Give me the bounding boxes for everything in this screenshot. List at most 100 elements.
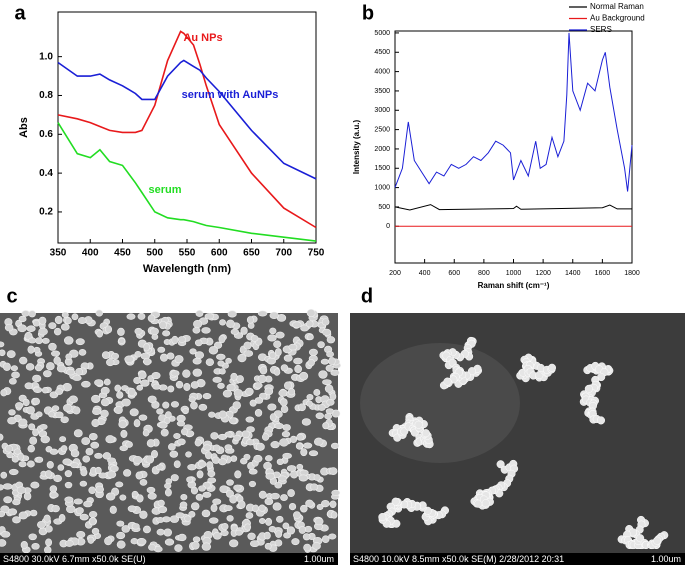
particle <box>212 498 222 505</box>
particle <box>91 419 100 428</box>
x-tick-label: 1200 <box>535 270 551 277</box>
particle <box>0 389 8 397</box>
particle <box>212 376 222 383</box>
legend-label: SERS <box>590 25 612 34</box>
particle <box>250 335 259 342</box>
particle <box>36 456 44 463</box>
particle <box>75 507 84 515</box>
particle <box>258 490 267 499</box>
particle <box>80 468 88 477</box>
particle <box>293 357 303 365</box>
particle <box>317 341 325 349</box>
particle <box>0 510 6 518</box>
particle <box>280 405 289 414</box>
particle <box>584 384 593 393</box>
particle <box>274 348 282 357</box>
particle <box>55 388 64 395</box>
particle <box>65 539 74 547</box>
particle <box>90 441 100 449</box>
particle <box>174 355 184 364</box>
particle <box>26 460 35 468</box>
particle <box>257 310 268 317</box>
particle <box>314 517 324 526</box>
particle <box>30 481 40 489</box>
particle <box>192 368 203 377</box>
particle <box>269 351 277 359</box>
y-tick-label: 5000 <box>374 30 390 37</box>
particle <box>48 342 57 351</box>
particle <box>8 378 17 385</box>
particle <box>143 343 150 352</box>
particle <box>276 458 284 466</box>
sem-caption: S4800 30.0kV 6.7mm x50.0k SE(U) <box>3 554 146 564</box>
x-tick-label: 500 <box>146 248 163 259</box>
particle <box>270 492 280 500</box>
particle <box>127 505 137 513</box>
particle <box>201 509 211 518</box>
y-tick-label: 1500 <box>374 165 390 172</box>
particle <box>6 350 16 358</box>
info-bar <box>350 553 685 565</box>
particle <box>45 538 53 547</box>
particle <box>322 422 330 430</box>
particle <box>102 452 112 460</box>
particle <box>129 408 139 417</box>
particle <box>94 466 102 475</box>
particle <box>226 479 234 486</box>
particle <box>91 394 101 404</box>
particle <box>103 378 111 386</box>
y-tick-label: 0.4 <box>39 168 53 179</box>
particle <box>138 414 148 421</box>
particle <box>163 528 172 537</box>
particle <box>117 327 125 336</box>
particle <box>281 431 291 438</box>
particle <box>245 416 255 423</box>
particle <box>291 538 300 546</box>
particle <box>156 408 164 415</box>
y-tick-label: 0.2 <box>39 207 53 218</box>
particle <box>150 450 159 459</box>
particle <box>15 402 24 409</box>
particle <box>248 480 256 488</box>
series-label: Au NPs <box>183 32 222 44</box>
particle <box>324 413 333 420</box>
particle <box>190 486 199 495</box>
particle <box>2 483 13 490</box>
particle <box>237 353 247 363</box>
particle <box>264 455 273 462</box>
particle <box>134 351 142 358</box>
particle <box>159 320 167 330</box>
x-tick-label: 700 <box>275 248 292 259</box>
particle <box>87 536 95 544</box>
particle <box>325 364 334 372</box>
particle <box>214 341 223 349</box>
particle <box>218 368 226 375</box>
particle <box>443 377 452 386</box>
particle <box>114 384 122 392</box>
particle <box>269 327 277 335</box>
particle <box>275 530 283 538</box>
particle <box>296 433 304 441</box>
particle <box>207 470 216 478</box>
particle <box>289 435 298 444</box>
particle <box>57 464 65 471</box>
particle <box>118 420 128 429</box>
particle <box>265 472 275 480</box>
particle <box>209 517 219 524</box>
particle <box>27 345 35 354</box>
particle <box>308 450 319 457</box>
particle <box>306 393 314 401</box>
particle <box>116 531 126 540</box>
particle <box>78 349 87 356</box>
particle <box>64 496 74 503</box>
particle <box>29 436 38 445</box>
particle <box>25 363 35 371</box>
particle <box>236 375 244 383</box>
particle <box>194 339 203 347</box>
particle <box>136 384 144 391</box>
panel-label: c <box>6 285 17 307</box>
particle <box>264 497 274 506</box>
particle <box>246 316 254 324</box>
particle <box>147 395 157 404</box>
particle <box>146 486 156 494</box>
